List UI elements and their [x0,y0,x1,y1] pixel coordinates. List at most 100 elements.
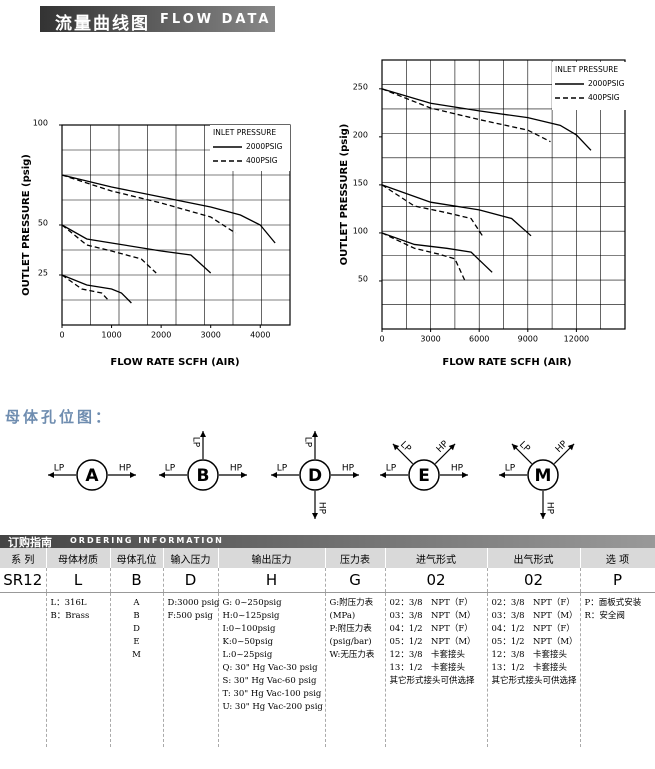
port-label: LP [54,464,65,474]
flow-curve [61,274,132,304]
flow-curve [381,184,532,237]
option-cell [0,592,47,747]
arrow-head [511,443,519,451]
port-letter: M [535,466,552,486]
option-text: 02：3/8 NPT（F） [491,598,575,608]
section-subtitle: FLOW DATA [160,12,272,27]
option-cell: 02：3/8 NPT（F） 03：3/8 NPT（M） 04：1/2 NPT（F） 0… [487,592,581,747]
option-text: L:0~25psig [222,650,273,660]
flow-curve [381,88,592,151]
arrow-head [448,443,456,451]
option-text: T: 30" Hg Vac-100 psig [222,689,322,699]
x-tick-label: 2000 [151,331,171,340]
ports-title: 母体孔位图： [5,408,114,426]
option-text: 05：1/2 NPT（M） [491,637,578,647]
option-text: 12：3/8 卡套接头 [389,650,466,660]
model-code: 02 [385,568,488,593]
model-code: SR12 [0,568,47,593]
port-label: LP [303,437,313,448]
option-cell: D:3000 psig F:500 psig [163,592,219,747]
port-label: HP [230,464,243,474]
arrow-head [241,472,247,478]
port-label: LP [191,437,201,448]
y-tick-label: 250 [353,82,368,91]
option-text: 04：1/2 NPT（F） [491,624,575,634]
model-code: L [46,568,111,593]
option-text: L：316L [50,598,87,608]
port-letter: A [85,466,99,486]
arrow-head [271,472,277,478]
order-table: 系 列母体材质 母体孔位 输入压力 输出压力 压力表 进气形式 出气形式选 项 SR12 L B D… [0,548,655,747]
option-text: I:0~100psig [222,624,276,634]
port-letter: B [197,466,210,486]
option-cell: G: 0~250psig H:0~125psig I:0~100psig K:0~50… [218,592,326,747]
port-label: HP [317,502,327,515]
port-label: LP [398,440,413,455]
x-tick-label: 3000 [201,331,221,340]
legend-box [210,125,290,171]
option-cell: 02：3/8 NPT（F） 03：3/8 NPT（M） 04：1/2 NPT（F） 0… [385,592,488,747]
column-header: 压力表 [325,548,386,568]
option-text: P:附压力表 [329,624,372,634]
flow-curve [61,274,110,302]
column-header: 选 项 [580,548,655,568]
y-tick-label: 100 [353,226,368,235]
option-text: K:0~50psig [222,637,274,647]
arrow-head [200,431,206,437]
arrow-head [540,513,546,519]
legend-label: 2000PSIG [588,79,625,88]
option-text: M [132,650,141,660]
section-title: 流量曲线图 [55,14,150,34]
flow-curve [381,232,466,281]
column-header: 母体材质 [46,548,111,568]
option-text: R：安全阀 [584,611,625,621]
order-title: 订购指南 [8,536,52,549]
title-bar [40,6,275,32]
option-text: F:500 psig [167,611,213,621]
option-text: H:0~125psig [222,611,280,621]
model-code: G [325,568,386,593]
flow-curve [61,174,276,244]
y-tick-label: 50 [38,219,48,228]
y-tick-label: 50 [358,274,368,283]
flow-curve [61,224,157,274]
option-text: D [133,624,140,634]
order-bar [0,535,655,548]
legend-title: INLET PRESSURE [213,128,276,137]
y-tick-label: 200 [353,130,368,139]
arrow-head [353,472,359,478]
y-tick-label: 100 [33,119,48,128]
arrow-head [567,443,575,451]
port-body [527,459,559,491]
y-tick-label: 25 [38,269,48,278]
option-text: E [133,637,140,647]
model-code: D [163,568,219,593]
port-label: LP [517,440,532,455]
column-header: 输入压力 [163,548,219,568]
option-text: (psig/bar) [329,637,372,647]
option-text: A [133,598,140,608]
arrow-head [499,472,505,478]
arrow-head [159,472,165,478]
option-text: G:附压力表 [329,598,374,608]
option-text: S: 30" Hg Vac-60 psig [222,676,317,686]
y-axis-label: OUTLET PRESSURE (psig) [339,124,350,266]
order-subtitle: ORDERING INFORMATION [70,536,224,545]
x-tick-label: 4000 [250,331,270,340]
option-text: 03：3/8 NPT（M） [389,611,476,621]
flow-curve [61,174,236,234]
option-cell: P：面板式安装 R：安全阀 [580,592,655,747]
arrow-head [312,513,318,519]
port-label: HP [554,439,570,455]
legend-box [552,62,628,110]
port-label: LP [505,464,516,474]
port-label: LP [165,464,176,474]
column-header: 输出压力 [218,548,326,568]
model-code: 02 [487,568,581,593]
model-code: H [218,568,326,593]
option-text: 02：3/8 NPT（F） [389,598,473,608]
flow-curve [61,224,212,274]
option-text: W:无压力表 [329,650,375,660]
model-code: B [110,568,164,593]
